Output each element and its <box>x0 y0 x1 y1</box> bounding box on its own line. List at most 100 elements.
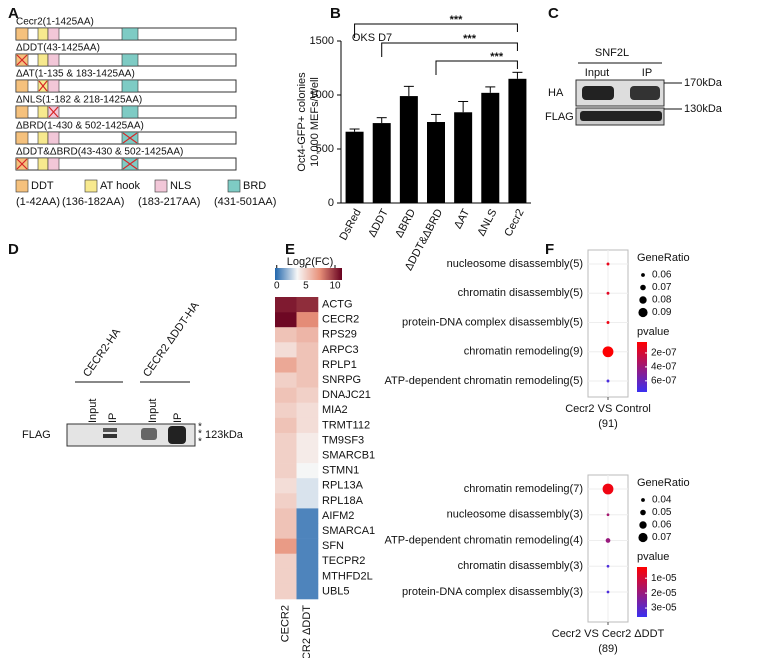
legend-title: pvalue <box>637 326 669 338</box>
heatmap-cell <box>296 342 319 358</box>
colorbar-tick-label: 0 <box>274 281 280 292</box>
significance-label: *** <box>463 33 477 45</box>
domain <box>47 157 60 171</box>
row-label: RPL18A <box>322 495 364 507</box>
size-legend-label: 0.05 <box>652 507 672 518</box>
heatmap-cell <box>296 402 319 419</box>
row-label: RPL13A <box>322 480 364 492</box>
colorbar-tick-label: 1e-05 <box>651 573 677 584</box>
blot-label: FLAG <box>22 429 51 441</box>
row-label: TM9SF3 <box>322 434 364 446</box>
size-legend-label: 0.06 <box>652 270 672 281</box>
heatmap-cell <box>275 327 297 343</box>
dot <box>606 590 610 594</box>
heatmap-cell <box>275 448 297 464</box>
legend-swatch <box>15 179 29 193</box>
panel-letter: A <box>8 5 19 22</box>
dot <box>606 291 610 295</box>
heatmap-cell <box>296 538 319 554</box>
band <box>630 86 660 100</box>
dot <box>606 321 610 324</box>
row-label: ARPC3 <box>322 344 359 356</box>
domain <box>15 27 29 41</box>
legend-title: pvalue <box>637 551 669 563</box>
row-label: TECPR2 <box>322 555 365 567</box>
heatmap-cell <box>275 417 297 434</box>
chart-title: OKS D7 <box>352 32 392 44</box>
deletion-cross <box>16 54 28 66</box>
heatmap-cell <box>275 463 297 479</box>
domain <box>121 27 139 41</box>
domain <box>47 27 60 41</box>
x-axis-label: (91) <box>598 418 618 430</box>
legend-swatch <box>227 179 241 193</box>
deletion-cross <box>16 158 28 170</box>
heatmap-cell <box>296 372 319 388</box>
domain <box>15 105 29 119</box>
deletion-cross <box>122 132 138 144</box>
column-label: CECR2 ΔDDT <box>301 605 313 658</box>
heatmap-cell <box>275 538 297 554</box>
heatmap-cell <box>296 327 319 343</box>
bar <box>481 92 500 203</box>
domain <box>121 105 139 119</box>
asterisk: * <box>198 422 202 433</box>
heatmap-cell <box>296 583 319 600</box>
legend-swatch <box>154 179 168 193</box>
legend-label: NLS <box>170 180 191 192</box>
heatmap-cell <box>296 432 319 449</box>
panel-letter: B <box>330 5 341 22</box>
heatmap-cell <box>275 583 297 600</box>
bar <box>372 123 391 203</box>
bar <box>345 131 364 203</box>
legend-range: (1-42AA) <box>16 196 60 208</box>
heatmap-cell <box>296 553 319 570</box>
heatmap-cell <box>296 463 319 479</box>
x-tick-label: ΔNLS <box>475 207 499 238</box>
row-label: SMARCA1 <box>322 525 375 537</box>
row-label: ACTG <box>322 298 353 310</box>
lane-label: IP <box>642 67 652 79</box>
group-label: CECR2-HA <box>81 326 123 379</box>
size-legend-dot <box>640 509 646 516</box>
size-legend-dot <box>639 296 647 304</box>
legend-swatch <box>84 179 98 193</box>
column-label: CECR2 <box>280 605 292 642</box>
heatmap-cell <box>296 387 319 403</box>
y-tick-label: 0 <box>328 197 334 209</box>
group-label: SNF2L <box>595 47 629 59</box>
colorbar-tick-label: 5 <box>303 281 309 292</box>
heatmap-cell <box>275 357 297 373</box>
significance-bracket <box>435 60 518 75</box>
domain <box>37 53 49 67</box>
construct-label: ΔDDT&ΔBRD(43-430 & 502-1425AA) <box>16 147 183 158</box>
heatmap-cell <box>275 508 297 524</box>
heatmap-cell <box>296 493 319 509</box>
row-label: MIA2 <box>322 404 348 416</box>
lane-label: Input <box>585 67 609 79</box>
significance-bracket <box>354 23 518 38</box>
y-axis-label: Oct4-GFP+ colonies <box>296 72 308 172</box>
y-tick-label: 500 <box>316 143 334 155</box>
row-label: SFN <box>322 540 344 552</box>
size-legend-label: 0.07 <box>652 282 672 293</box>
panel-letter: F <box>545 241 554 258</box>
row-label: nucleosome disassembly(5) <box>447 258 583 270</box>
x-axis-label: Cecr2 VS Cecr2 ΔDDT <box>552 628 665 640</box>
row-label: RPS29 <box>322 329 357 341</box>
panel-letter: C <box>548 5 559 22</box>
lane-label: IP <box>107 413 119 423</box>
panel-d: CECR2-HA CECR2 ΔDDT-HA Input IP Input IP… <box>22 299 244 447</box>
band <box>168 426 186 444</box>
x-tick-label: DsRed <box>337 207 363 242</box>
heatmap-cell <box>275 478 297 494</box>
colorbar-tick-label: 6e-07 <box>651 375 677 386</box>
heatmap-cell <box>275 402 297 419</box>
marker-label: 170kDa <box>684 77 723 89</box>
blot-label: HA <box>548 87 564 99</box>
heatmap-cell <box>275 387 297 403</box>
domain <box>15 79 29 93</box>
dot <box>602 346 614 358</box>
heatmap-cell <box>296 297 319 313</box>
